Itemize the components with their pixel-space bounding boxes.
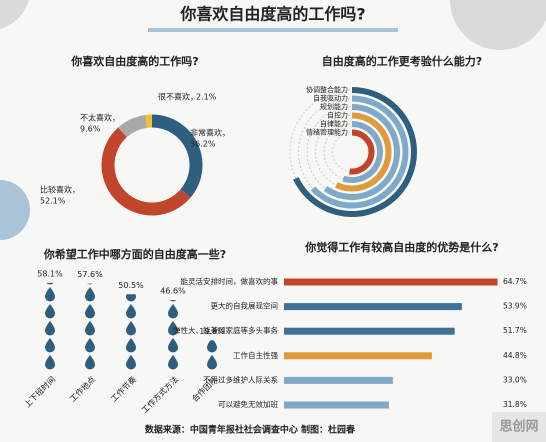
- panel-title: 你觉得工作有较高自由度的优势是什么?: [304, 240, 498, 254]
- donut-slice: [151, 114, 203, 198]
- bar-label: 自我驱动力: [313, 94, 348, 103]
- radial-bar: [349, 129, 375, 175]
- main-title: 你喜欢自由度高的工作吗?: [179, 5, 365, 24]
- slice-value: 9.6%: [80, 125, 101, 134]
- radial-bar: [293, 87, 417, 217]
- title-underline: [148, 28, 398, 32]
- bar: [284, 303, 462, 311]
- bar-label: 规划能力: [320, 102, 348, 111]
- footer: 数据来源：中国青年报社社会调查中心 制图：杜园春: [145, 424, 356, 436]
- value-label: 64.7%: [503, 277, 527, 286]
- watermark-box: [492, 412, 546, 442]
- category-label: 可以避免无效加班: [218, 399, 278, 409]
- slice-label: 很不喜欢，: [158, 92, 198, 102]
- category-label: 工作方式方法: [139, 374, 180, 415]
- watermark: 思创网: [499, 419, 538, 435]
- radial-bar: [310, 95, 409, 209]
- bar-label: 协调整合能力: [306, 85, 348, 94]
- value-label: 51.7%: [503, 326, 527, 335]
- bar-label: 情绪管理能力: [306, 128, 348, 137]
- value-label: 57.6%: [77, 270, 103, 279]
- category-label: 工作节奏: [108, 374, 138, 404]
- donut-slice: [101, 127, 191, 216]
- value-label: 44.8%: [503, 351, 527, 360]
- drop-column: [44, 282, 56, 370]
- radial-bar: [323, 104, 400, 200]
- deco-circle: [450, 0, 546, 50]
- drop-column: [206, 340, 218, 370]
- bar-label: 自控力: [327, 111, 348, 120]
- value-label: 33.0%: [503, 375, 527, 384]
- drop-column: [167, 300, 179, 370]
- radial-bar: [335, 112, 392, 192]
- panel-title: 你希望工作中哪方面的自由度高一些?: [43, 247, 226, 261]
- drop-column: [125, 294, 137, 370]
- slice-value: 2.1%: [196, 93, 217, 102]
- bar-label: 自律能力: [320, 119, 348, 128]
- value-label: 58.1%: [37, 269, 63, 278]
- category-label: 上下班时间: [22, 374, 57, 409]
- category-label: 弹性大、能兼顾家庭等多头事务: [173, 325, 278, 335]
- bar: [284, 327, 455, 335]
- slice-value: 52.1%: [40, 197, 66, 206]
- panel-title: 你喜欢自由度高的工作吗?: [70, 54, 198, 68]
- category-label: 不用过多维护人际关系: [203, 374, 278, 384]
- bar: [284, 278, 498, 286]
- bar: [284, 376, 393, 384]
- category-label: 工作地点: [67, 374, 97, 404]
- slice-label: 非常喜欢，: [190, 128, 230, 138]
- deco-circle: [0, 0, 29, 29]
- radial-bar: [342, 121, 383, 183]
- panel-title: 自由度高的工作更考验什么能力?: [322, 54, 482, 68]
- value-label: 53.9%: [503, 302, 527, 311]
- slice-label: 不太喜欢，: [80, 113, 120, 123]
- slice-value: 36.2%: [190, 140, 216, 149]
- bar: [284, 352, 432, 360]
- category-label: 工作自主性强: [233, 350, 278, 360]
- category-label: 更大的自我展现空间: [211, 301, 279, 311]
- value-label: 46.6%: [160, 287, 186, 296]
- deco-circle: [0, 180, 30, 240]
- bar: [284, 401, 389, 409]
- donut-slice: [118, 114, 148, 138]
- category-label: 能灵活安排时间，做喜欢的事: [181, 276, 279, 286]
- value-label: 19.8%: [199, 327, 225, 336]
- drop-column: [84, 283, 96, 370]
- slice-label: 比较喜欢，: [40, 185, 80, 195]
- value-label: 31.8%: [503, 400, 527, 409]
- value-label: 50.5%: [118, 281, 144, 290]
